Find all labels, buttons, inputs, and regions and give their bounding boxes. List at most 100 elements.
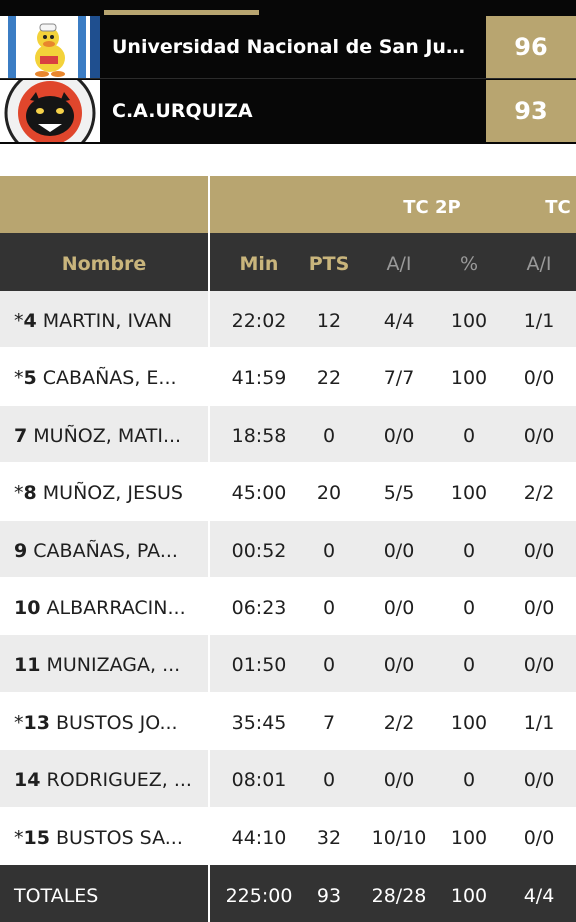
team-divider [0,78,576,79]
tc3-ai-cell: 1/1 [523,310,555,332]
tc2-ai-cell: 0/0 [383,596,415,619]
player-number: 14 [14,769,41,792]
table-row[interactable]: *4 MARTIN, IVAN 22:02 12 4/4 100 1/1 [0,291,576,349]
player-name-cell[interactable]: 14 RODRIGUEZ, ... [0,750,202,807]
table-row[interactable]: *15 BUSTOS SA... 44:10 32 10/10 100 0/0 [0,807,576,865]
tc2-ai-cell: 7/7 [383,367,415,390]
totals-tc2-pct: 100 [450,884,488,907]
points-cell: 0 [322,596,336,619]
player-stats-table: TC 2P TC Nombre Min PTS A/I % A/I *4 MAR… [0,176,576,922]
player-number: 10 [14,596,41,619]
player-name-cell[interactable]: *13 BUSTOS JO... [0,693,202,750]
tc2-pct-cell: 100 [450,482,488,505]
minutes-cell: 35:45 [231,711,287,734]
column-header-pts[interactable]: PTS [308,253,350,275]
totals-row: TOTALES 225:00 93 28/28 100 4/4 [0,864,576,922]
starter-mark: * [14,826,24,849]
tc2-pct-cell: 0 [462,539,476,562]
totals-min: 225:00 [225,884,293,907]
player-name: ALBARRACIN... [46,596,186,619]
minutes-cell: 00:52 [231,539,287,562]
tc3-ai-cell: 0/0 [523,539,555,562]
table-row[interactable]: *5 CABAÑAS, E... 41:59 22 7/7 100 0/0 [0,348,576,406]
tc3-ai-cell: 0/0 [523,769,555,792]
tc2-pct-cell: 100 [450,711,488,734]
tc2-pct-cell: 0 [462,769,476,792]
duck-mascot-logo-icon [0,16,100,78]
tc2-pct-cell: 0 [462,424,476,447]
table-row[interactable]: 9 CABAÑAS, PA... 00:52 0 0/0 0 0/0 [0,520,576,578]
tc2-ai-cell: 0/0 [383,769,415,792]
player-name: BUSTOS SA... [56,826,183,849]
scoreboard-header: Universidad Nacional de San Juan 96 C.A.… [0,0,576,144]
points-cell: 0 [322,654,336,677]
tc3-ai-cell: 2/2 [523,482,555,505]
minutes-cell: 22:02 [231,310,287,332]
column-header-tc2-ai[interactable]: A/I [386,253,412,275]
tc3-ai-cell: 0/0 [523,424,555,447]
player-name-cell[interactable]: 11 MUNIZAGA, ... [0,635,202,692]
points-cell: 32 [316,826,342,849]
minutes-cell: 45:00 [231,482,287,505]
column-header-tc2-pct[interactable]: % [459,253,479,275]
table-row[interactable]: *13 BUSTOS JO... 35:45 7 2/2 100 1/1 [0,692,576,751]
table-row[interactable]: 10 ALBARRACIN... 06:23 0 0/0 0 0/0 [0,577,576,636]
player-name-cell[interactable]: *5 CABAÑAS, E... [0,348,202,405]
tc2-ai-cell: 2/2 [383,711,415,734]
player-name-cell[interactable]: 7 MUÑOZ, MATI... [0,406,202,463]
tc3-ai-cell: 0/0 [523,654,555,677]
minutes-cell: 06:23 [231,596,287,619]
starter-mark: * [14,367,24,390]
table-row[interactable]: 7 MUÑOZ, MATI... 18:58 0 0/0 0 0/0 [0,405,576,464]
column-header-min[interactable]: Min [239,253,279,275]
player-name: CABAÑAS, E... [42,367,177,390]
player-name: MARTIN, IVAN [42,310,173,332]
player-name-cell[interactable]: *8 MUÑOZ, JESUS [0,463,202,520]
points-cell: 7 [322,711,336,734]
tc2-pct-cell: 0 [462,654,476,677]
starter-mark: * [14,711,24,734]
group-header-row: TC 2P TC [0,176,576,233]
panther-logo-icon [0,80,100,142]
column-header-tc3-ai[interactable]: A/I [526,253,552,275]
column-header-row: Nombre Min PTS A/I % A/I [0,233,576,291]
player-name-cell[interactable]: *4 MARTIN, IVAN [0,291,202,348]
tc2-pct-cell: 100 [450,826,488,849]
column-header-nombre[interactable]: Nombre [61,253,147,275]
group-header-tc: TC [545,197,571,218]
player-name-cell[interactable]: *15 BUSTOS SA... [0,808,202,865]
table-row[interactable]: 14 RODRIGUEZ, ... 08:01 0 0/0 0 0/0 [0,750,576,808]
table-row[interactable]: 11 MUNIZAGA, ... 01:50 0 0/0 0 0/0 [0,635,576,693]
group-header-tc2p: TC 2P [403,197,461,218]
player-number: 9 [14,539,28,562]
points-cell: 0 [322,769,336,792]
totals-tc2-ai: 28/28 [371,884,427,907]
table-row[interactable]: *8 MUÑOZ, JESUS 45:00 20 5/5 100 2/2 [0,463,576,521]
starter-mark: * [14,310,24,332]
tc2-pct-cell: 100 [450,310,488,332]
tc3-ai-cell: 0/0 [523,826,555,849]
minutes-cell: 08:01 [231,769,287,792]
player-name: CABAÑAS, PA... [33,539,178,562]
tc2-ai-cell: 10/10 [371,826,427,849]
points-cell: 0 [322,424,336,447]
player-number: 5 [23,367,37,390]
minutes-cell: 01:50 [231,654,287,677]
points-cell: 20 [316,482,342,505]
player-name-cell[interactable]: 9 CABAÑAS, PA... [0,521,202,578]
player-name-cell[interactable]: 10 ALBARRACIN... [0,578,202,635]
player-rows: *4 MARTIN, IVAN 22:02 12 4/4 100 1/1 *5 CABAÑA… [0,291,576,865]
away-team-name: C.A.URQUIZA [112,100,253,122]
totals-pts: 93 [316,884,342,907]
away-team-score: 93 [486,80,576,142]
header-accent-bar [104,10,259,15]
tc2-pct-cell: 100 [450,367,488,390]
points-cell: 12 [316,310,342,332]
tc2-ai-cell: 4/4 [383,310,415,332]
player-number: 11 [14,654,41,677]
tc2-pct-cell: 0 [462,596,476,619]
tc3-ai-cell: 1/1 [523,711,555,734]
tc2-ai-cell: 0/0 [383,654,415,677]
team-row-home[interactable]: Universidad Nacional de San Juan 96 [0,16,576,78]
team-row-away[interactable]: C.A.URQUIZA 93 [0,80,576,142]
